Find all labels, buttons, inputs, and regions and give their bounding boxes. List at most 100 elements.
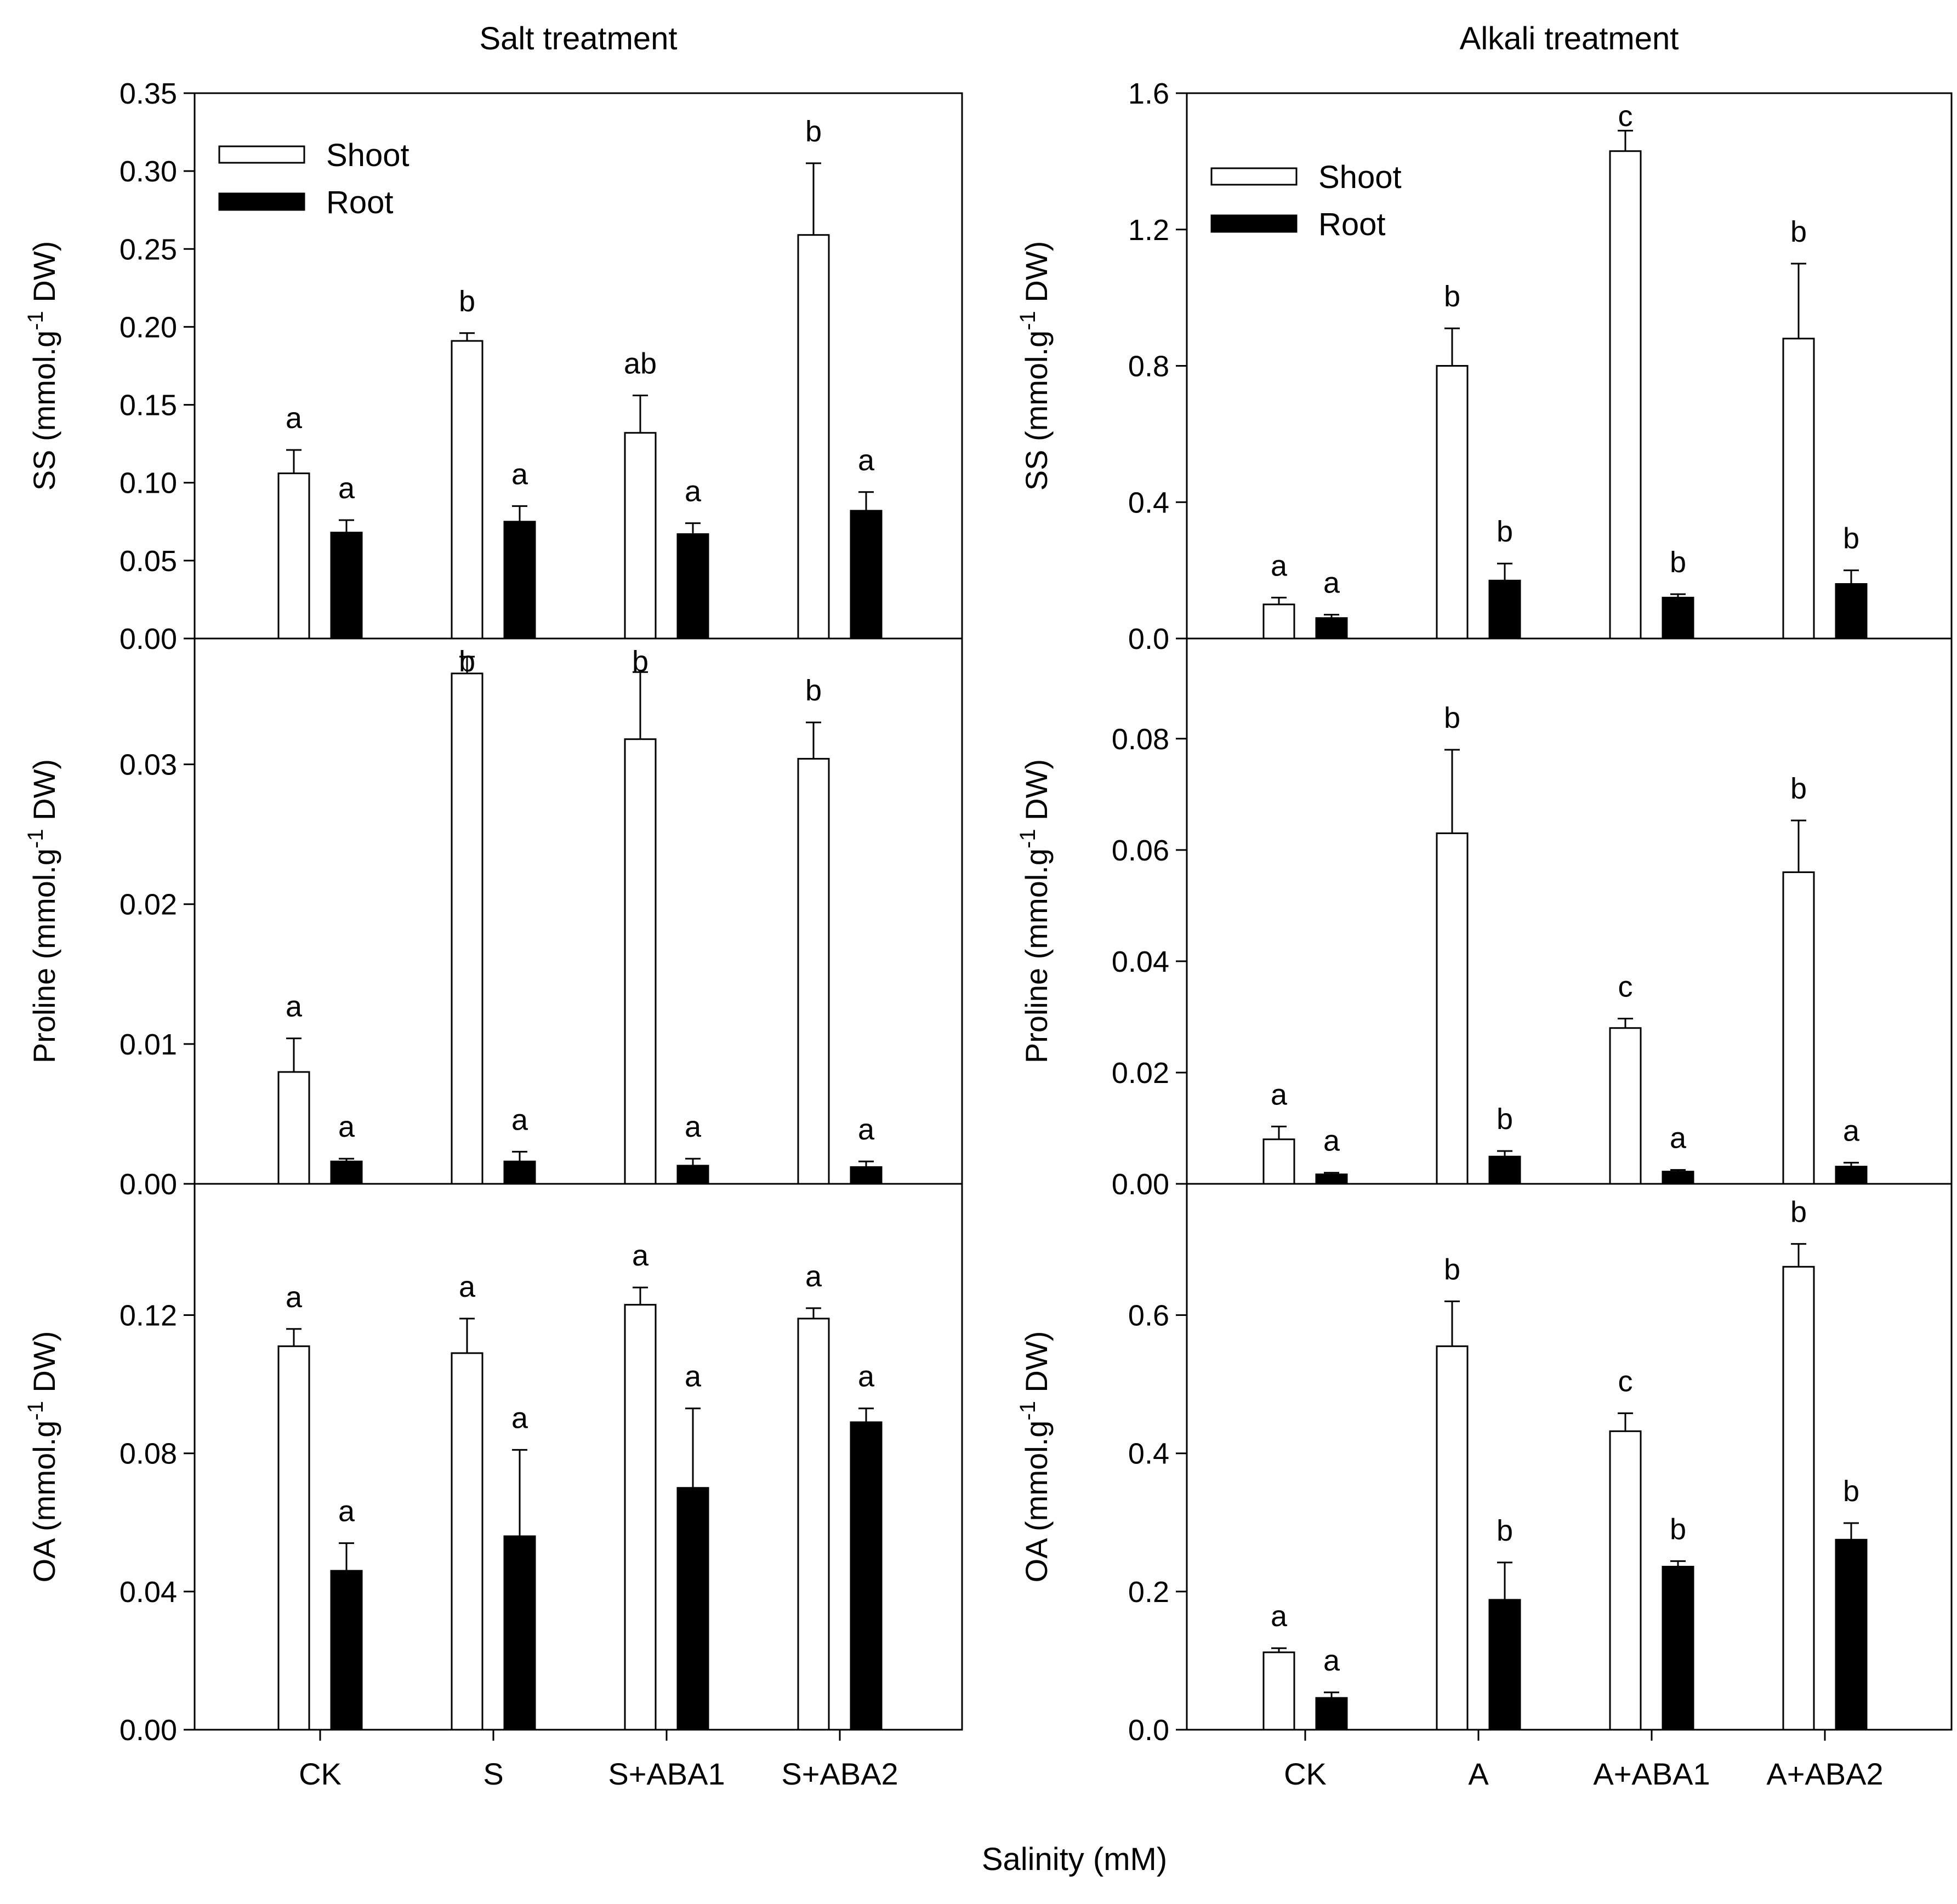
significance-letter: a	[459, 1270, 476, 1303]
y-tick-label: 0.03	[120, 749, 177, 782]
significance-letter: a	[858, 1360, 875, 1393]
y-axis-label-part: DW)	[27, 759, 61, 829]
y-axis-label: OA (mmol.g-1 DW)	[1016, 1331, 1054, 1583]
legend-label-root: Root	[1318, 207, 1386, 242]
significance-letter: b	[1444, 702, 1460, 734]
y-tick-label: 0.6	[1128, 1299, 1169, 1332]
shoot-bar	[1262, 1138, 1295, 1185]
y-tick-label: 0.25	[120, 233, 177, 266]
y-tick-label: 0.04	[120, 1576, 177, 1609]
x-tick-label: A+ABA2	[1766, 1757, 1883, 1791]
significance-letter: a	[1271, 549, 1288, 582]
y-tick-label: 0.15	[120, 389, 177, 422]
significance-letter: a	[1843, 1114, 1860, 1147]
legend-swatch-root	[218, 192, 305, 211]
shoot-bar	[1782, 871, 1815, 1185]
root-bar	[850, 1421, 883, 1731]
significance-letter: b	[1843, 1475, 1859, 1508]
legend-swatch-shoot	[218, 145, 305, 164]
x-tick-label: A+ABA1	[1593, 1757, 1710, 1791]
root-bar	[1315, 617, 1348, 640]
y-tick-label: 0.30	[120, 155, 177, 188]
root-bar	[503, 1160, 536, 1185]
x-axis-title: Salinity (mM)	[982, 1842, 1167, 1877]
significance-letter: b	[459, 645, 475, 678]
y-tick-label: 0.20	[120, 311, 177, 344]
root-bar	[1488, 579, 1521, 640]
shoot-bar	[1436, 1345, 1469, 1731]
y-tick-label: 0.12	[120, 1299, 177, 1332]
y-tick-label: 1.2	[1128, 214, 1169, 247]
root-bar	[330, 1570, 363, 1731]
root-bar	[1488, 1599, 1521, 1731]
significance-letter: b	[459, 285, 475, 318]
significance-letter: a	[286, 990, 303, 1023]
significance-letter: a	[805, 1260, 822, 1293]
legend-swatch-shoot	[1210, 167, 1298, 186]
x-tick-label: S+ABA1	[608, 1757, 725, 1791]
root-bar	[1315, 1697, 1348, 1731]
shoot-bar	[451, 672, 483, 1185]
y-axis-label-part: DW)	[27, 241, 61, 311]
significance-letter: a	[685, 1110, 702, 1143]
plot-frame	[1186, 1183, 1953, 1731]
y-tick-label: 0.00	[120, 623, 177, 655]
significance-letter: a	[1323, 566, 1340, 599]
y-tick-label: 0.00	[120, 1168, 177, 1201]
y-axis-label-part: -1	[24, 1401, 48, 1421]
y-axis-label-part: Proline (mmol.g	[1019, 848, 1054, 1063]
y-tick-label: 0.00	[1112, 1168, 1169, 1201]
significance-letter: b	[805, 674, 822, 707]
y-tick-label: 0.06	[1112, 834, 1169, 867]
panel-title: Alkali treatment	[1460, 21, 1679, 56]
y-axis-label-part: DW)	[1019, 241, 1054, 311]
root-bar	[1662, 1565, 1694, 1731]
shoot-bar	[1436, 365, 1469, 640]
y-axis-label-part: SS (mmol.g	[1019, 330, 1054, 491]
y-axis-label-part: Proline (mmol.g	[27, 848, 61, 1063]
y-tick-label: 0.01	[120, 1028, 177, 1061]
shoot-bar	[1609, 150, 1642, 640]
significance-letter: b	[1843, 522, 1859, 555]
significance-letter: b	[632, 645, 648, 678]
root-bar	[1315, 1173, 1348, 1185]
y-axis-label: Proline (mmol.g-1 DW)	[1016, 759, 1054, 1063]
significance-letter: a	[338, 1110, 355, 1143]
shoot-bar	[277, 472, 310, 640]
legend-swatch-root	[1210, 214, 1298, 233]
panel-title: Salt treatment	[479, 21, 677, 56]
y-tick-label: 0.08	[1112, 723, 1169, 756]
y-axis-label-part: DW)	[1019, 759, 1054, 829]
significance-letter: b	[1790, 215, 1807, 248]
y-tick-label: 0.2	[1128, 1576, 1169, 1609]
legend-label-shoot: Shoot	[1318, 159, 1402, 195]
significance-letter: b	[1497, 515, 1513, 548]
shoot-bar	[1609, 1430, 1642, 1731]
significance-letter: a	[858, 444, 875, 477]
x-tick-label: CK	[1284, 1757, 1327, 1791]
y-tick-label: 0.02	[1112, 1057, 1169, 1090]
y-tick-label: 0.04	[1112, 945, 1169, 978]
root-bar	[850, 1166, 883, 1185]
y-axis-label: Proline (mmol.g-1 DW)	[24, 759, 61, 1063]
significance-letter: a	[858, 1113, 875, 1146]
significance-letter: a	[1271, 1600, 1288, 1633]
significance-letter: b	[1444, 1253, 1460, 1286]
significance-letter: b	[1790, 1196, 1807, 1229]
legend-label-root: Root	[326, 185, 394, 220]
significance-letter: a	[1670, 1122, 1687, 1155]
y-tick-label: 0.8	[1128, 350, 1169, 383]
significance-letter: a	[286, 402, 303, 435]
y-axis-label: SS (mmol.g-1 DW)	[24, 241, 61, 491]
shoot-bar	[797, 757, 830, 1185]
significance-letter: a	[685, 1360, 702, 1393]
root-bar	[330, 532, 363, 640]
y-axis-label-part: -1	[24, 311, 48, 330]
root-bar	[1835, 1538, 1868, 1731]
shoot-bar	[797, 1318, 830, 1731]
y-axis-label-part: DW)	[1019, 1331, 1054, 1401]
shoot-bar	[451, 340, 483, 640]
shoot-bar	[1782, 338, 1815, 640]
y-axis-label-part: -1	[1016, 829, 1040, 848]
y-axis-label: SS (mmol.g-1 DW)	[1016, 241, 1054, 491]
